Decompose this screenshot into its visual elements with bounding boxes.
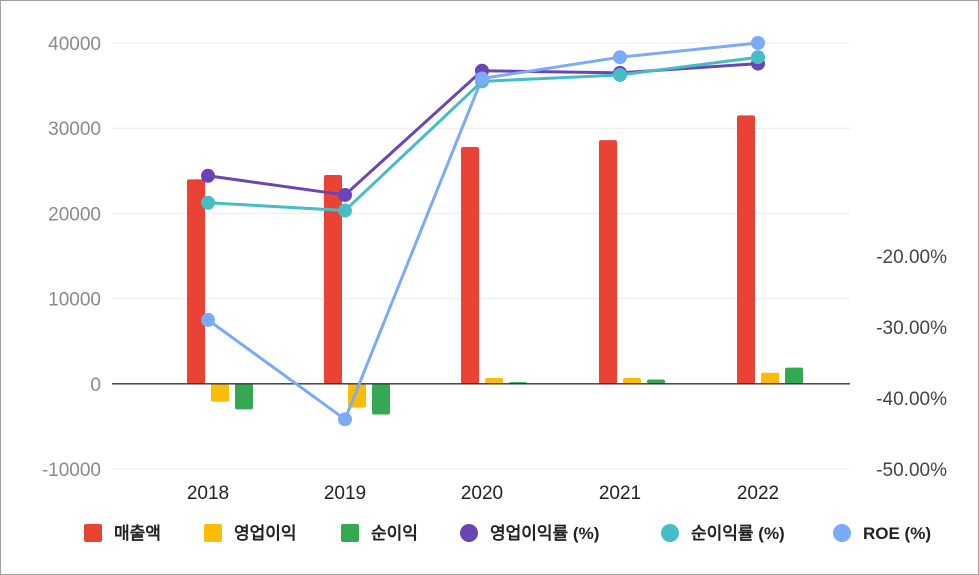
series-point-2-2019 [338,412,352,427]
series-point-0-2019 [338,187,352,202]
legend-swatch [833,524,851,542]
legend-swatch [204,524,222,542]
bar-0-2020 [461,146,479,384]
x-tick-label: 2019 [324,483,366,504]
series-point-1-2018 [201,195,215,210]
series-point-1-2022 [751,50,765,65]
legend-label: ROE (%) [863,524,931,543]
legend-swatch [661,524,679,542]
legend-label: 매출액 [114,524,161,543]
y-tick-label-left: 10000 [48,290,101,311]
bar-2-2021 [647,379,665,384]
x-tick-label: 2021 [599,483,641,504]
legend-swatch [460,524,478,542]
y-tick-label-right: -30.00% [876,318,947,339]
bar-0-2021 [599,140,617,384]
y-tick-label-left: 0 [90,375,101,396]
y-tick-label-right: -50.00% [876,460,947,481]
series-point-0-2018 [201,168,215,183]
series-point-2-2022 [751,36,765,50]
x-tick-label: 2020 [461,483,503,504]
y-tick-label-right: -40.00% [876,389,947,410]
legend-label: 영업이익 [234,524,297,543]
bar-0-2019 [324,175,342,384]
x-tick-label: 2022 [737,483,779,504]
bar-2-2022 [785,367,803,384]
bar-1-2022 [761,372,779,384]
series-line-2 [207,41,759,421]
series-point-2-2020 [475,71,489,86]
y-tick-label-left: 40000 [48,34,101,55]
bar-2-2018 [235,383,253,410]
legend-swatch [84,524,102,542]
bar-0-2022 [737,115,755,384]
bar-1-2021 [623,377,641,384]
series-point-2-2018 [201,312,215,327]
y-tick-label-left: -10000 [42,460,101,481]
y-tick-label-left: 30000 [48,119,101,140]
bar-1-2020 [485,377,503,384]
legend-label: 순이익 [371,524,418,543]
bar-0-2018 [187,179,205,384]
legend-label: 영업이익률 (%) [490,524,599,543]
y-tick-label-right: -20.00% [876,247,947,268]
series-point-1-2021 [613,67,627,82]
legend-label: 순이익률 (%) [691,524,785,543]
legend-swatch [341,524,359,542]
series-point-2-2021 [613,50,627,65]
x-tick-label: 2018 [187,483,229,504]
y-tick-label-left: 20000 [48,204,101,225]
series-point-1-2019 [338,203,352,218]
bar-2-2019 [372,383,390,415]
bar-1-2018 [211,383,229,402]
